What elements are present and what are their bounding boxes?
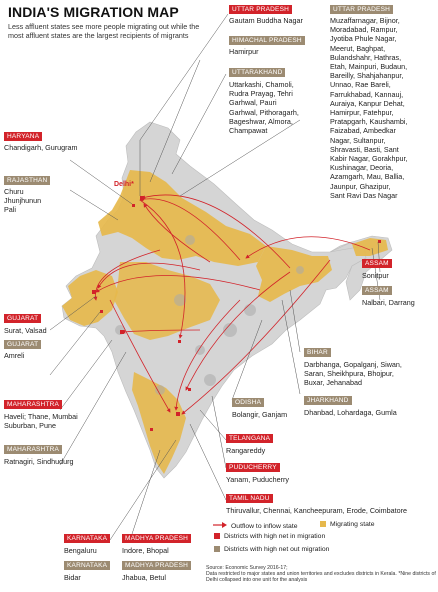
districts-karnataka-brown: Bidar: [64, 573, 81, 582]
legend-outflow-row: Districts with high net out migration: [214, 546, 329, 553]
legend-inflow-swatch: [214, 533, 220, 539]
legend-inflow-row: Districts with high net in migration: [214, 533, 325, 540]
leader-lines: [49, 13, 381, 541]
legend-migrating-row: Migrating state: [320, 521, 375, 528]
tag-uttar-pradesh-brown: UTTAR PRADESH: [330, 5, 394, 14]
tag-haryana: HARYANA: [4, 132, 43, 141]
page-title: INDIA'S MIGRATION MAP: [8, 4, 179, 20]
tag-karnataka-brown: KARNATAKA: [64, 561, 111, 570]
districts-maharashtra-brown: Ratnagiri, Sindhudurg: [4, 457, 74, 466]
districts-karnataka-red: Bengaluru: [64, 546, 97, 555]
migration-arrows: [93, 194, 371, 415]
tag-rajasthan: RAJASTHAN: [4, 176, 51, 185]
legend-arrow-icon: [213, 522, 227, 528]
districts-tamil-nadu: Thiruvallur, Chennai, Kancheepuram, Erod…: [226, 506, 407, 515]
districts-maharashtra-red: Haveli; Thane, Mumbai Suburban, Pune: [4, 412, 78, 431]
delhi-label: Delhi*: [114, 181, 134, 188]
tag-karnataka-red: KARNATAKA: [64, 534, 111, 543]
districts-uttar-pradesh-brown: Muzaffarnagar, Bijnor, Moradabad, Rampur…: [330, 16, 408, 200]
districts-himachal-pradesh: Hamirpur: [229, 47, 259, 56]
legend-arrow-row: Outflow to inflow state: [212, 521, 298, 530]
districts-uttarakhand: Uttarkashi, Chamoli, Rudra Prayag, Tehri…: [229, 80, 299, 136]
districts-haryana: Chandigarh, Gurugram: [4, 143, 78, 152]
tag-tamil-nadu: TAMIL NADU: [226, 494, 273, 503]
tag-maharashtra-red: MAHARASHTRA: [4, 400, 63, 409]
tag-bihar: BIHAR: [304, 348, 331, 357]
districts-assam-red: Sonitpur: [362, 271, 389, 280]
tag-telangana: TELANGANA: [226, 434, 274, 443]
districts-rajasthan: Churu Jhunjhunun Pali: [4, 187, 42, 215]
districts-madhya-pradesh-red: Indore, Bhopal: [122, 546, 169, 555]
tag-uttarakhand: UTTARAKHAND: [229, 68, 286, 77]
tag-madhya-pradesh-brown: MADHYA PRADESH: [122, 561, 191, 570]
tag-assam-brown: ASSAM: [362, 286, 392, 295]
districts-puducherry: Yanam, Puducherry: [226, 475, 289, 484]
tag-maharashtra-brown: MAHARASHTRA: [4, 445, 63, 454]
tag-assam-red: ASSAM: [362, 259, 392, 268]
districts-madhya-pradesh-brown: Jhabua, Betul: [122, 573, 166, 582]
districts-odisha: Bolangir, Ganjam: [232, 410, 288, 419]
legend-outflow-label: Districts with high net out migration: [224, 546, 330, 553]
legend-outflow-swatch: [214, 546, 220, 552]
tag-puducherry: PUDUCHERRY: [226, 463, 280, 472]
migrating-states-central: [114, 262, 220, 340]
legend-migrating-label: Migrating state: [330, 521, 375, 528]
source-note: Source: Economic Survey 2016-17; Data re…: [206, 565, 436, 584]
migrating-states-south: [132, 372, 186, 474]
migrating-states-west: [62, 270, 118, 326]
legend-arrow-label: Outflow to inflow state: [231, 523, 298, 530]
tag-himachal-pradesh: HIMACHAL PRADESH: [229, 36, 305, 45]
tag-gujarat-red: GUJARAT: [4, 314, 42, 323]
migrating-states-east: [256, 246, 332, 302]
districts-uttar-pradesh-red: Gautam Buddha Nagar: [229, 16, 303, 25]
districts-bihar: Darbhanga, Gopalganj, Siwan, Saran, Shei…: [304, 360, 402, 388]
districts-gujarat-red: Surat, Valsad: [4, 326, 47, 335]
tag-jharkhand: JHARKHAND: [304, 396, 352, 405]
districts-telangana: Rangareddy: [226, 446, 266, 455]
legend-inflow-label: Districts with high net in migration: [224, 533, 326, 540]
tag-odisha: ODISHA: [232, 398, 265, 407]
districts-gujarat-brown: Amreli: [4, 351, 25, 360]
tag-madhya-pradesh-red: MADHYA PRADESH: [122, 534, 191, 543]
tag-uttar-pradesh-red: UTTAR PRADESH: [229, 5, 293, 14]
districts-jharkhand: Dhanbad, Lohardaga, Gumla: [304, 408, 397, 417]
page-subtitle: Less affluent states see more people mig…: [8, 22, 200, 40]
districts-assam-brown: Nalbari, Darrang: [362, 298, 415, 307]
legend-migrating-swatch: [320, 521, 326, 527]
tag-gujarat-brown: GUJARAT: [4, 340, 42, 349]
